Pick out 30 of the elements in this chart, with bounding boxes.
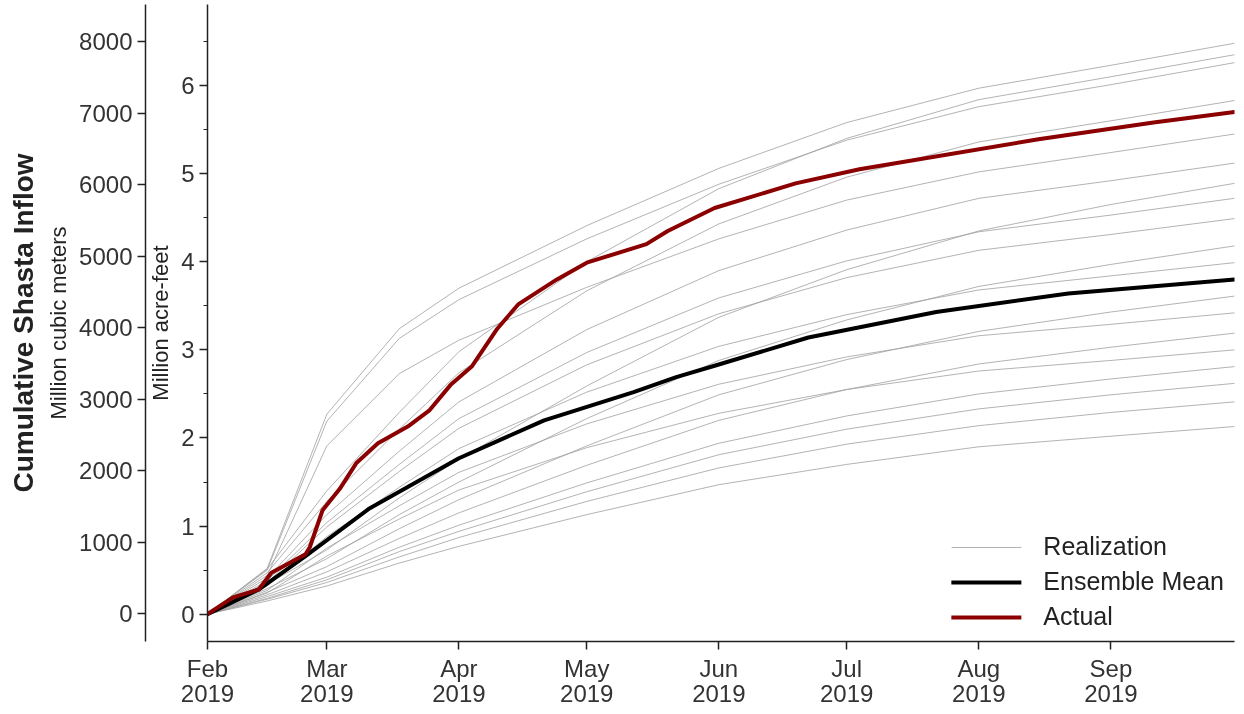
y2-tick-label: 2000	[79, 457, 133, 485]
y2-tick-label: 1000	[79, 528, 133, 556]
legend-label: Ensemble Mean	[1043, 567, 1224, 596]
x-tick-label: Aug 2019	[952, 654, 1006, 708]
x-tick-label: Jul 2019	[820, 654, 874, 708]
y2-axis-title: Million cubic meters	[46, 226, 72, 420]
legend-label: Realization	[1043, 532, 1168, 561]
legend-label: Actual	[1043, 602, 1113, 631]
x-tick-label: Apr 2019	[432, 654, 486, 708]
text: Cumulative Shasta Inflow	[7, 153, 39, 493]
y-axis-title: Million acre-feet	[148, 245, 174, 401]
x-tick-label: May 2019	[560, 654, 614, 708]
y2-tick-label: 0	[119, 600, 133, 628]
y-tick-label: 3	[181, 336, 195, 364]
y-tick-label: 5	[181, 160, 195, 188]
y-tick-label: 4	[181, 248, 195, 276]
x-tick-label: Sep 2019	[1084, 654, 1138, 708]
y-tick-label: 1	[181, 512, 195, 540]
y2-tick-label: 4000	[79, 314, 133, 342]
y2-tick-label: 3000	[79, 385, 133, 413]
y2-tick-label: 5000	[79, 242, 133, 270]
y2-tick-label: 6000	[79, 171, 133, 199]
y-tick-label: 0	[181, 600, 195, 628]
x-tick-label: Feb 2019	[180, 654, 235, 708]
x-tick-label: Mar 2019	[300, 654, 354, 708]
y2-tick-label: 7000	[79, 99, 133, 127]
y-tick-label: 2	[181, 424, 195, 452]
y2-tick-label: 8000	[79, 28, 133, 56]
x-tick-label: Jun 2019	[692, 654, 746, 708]
y-tick-label: 6	[181, 72, 195, 100]
